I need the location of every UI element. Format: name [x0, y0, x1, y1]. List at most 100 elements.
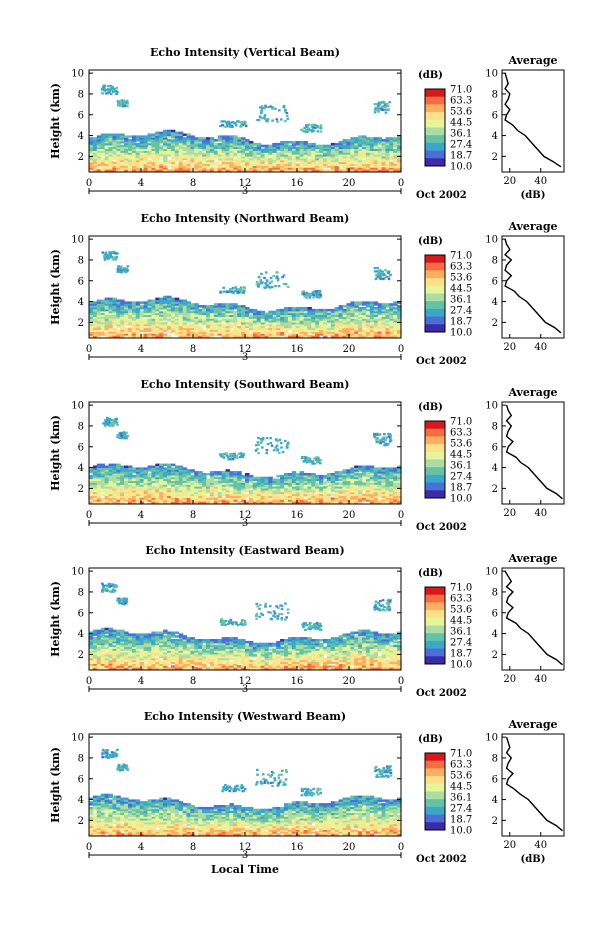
colorbar-swatch — [425, 150, 445, 159]
colorbar-tick-label: 18.7 — [450, 649, 472, 660]
average-x-label: (dB) — [521, 854, 546, 865]
heatmap-cells — [89, 582, 402, 670]
colorbar-swatch — [425, 768, 445, 777]
colorbar-swatch — [425, 633, 445, 642]
colorbar-swatch — [425, 451, 445, 460]
y-tick-label: 10 — [71, 69, 84, 80]
average-y-tick-label: 8 — [492, 753, 498, 764]
average-y-tick-label: 8 — [492, 421, 498, 432]
y-axis-label: Height (km) — [49, 581, 62, 657]
x-tick-label: 16 — [291, 842, 304, 853]
average-frame — [501, 235, 565, 339]
colorbar-swatch — [425, 814, 445, 823]
heatmap-cells — [89, 748, 402, 836]
y-tick-label: 4 — [78, 629, 84, 640]
x-tick-label: 0 — [398, 842, 404, 853]
y-axis-label: Height (km) — [49, 83, 62, 159]
day-marker: 3 — [242, 518, 248, 529]
heatmap-cells — [89, 416, 402, 504]
y-tick-label: 10 — [71, 235, 84, 246]
colorbar-swatch — [425, 278, 445, 287]
average-y-tick-label: 10 — [485, 235, 498, 246]
colorbar-swatch — [425, 459, 445, 468]
x-tick-label: 4 — [138, 178, 144, 189]
chart-title: Echo Intensity (Vertical Beam) — [150, 46, 340, 59]
x-tick-label: 4 — [138, 510, 144, 521]
colorbar-tick-label: 10.0 — [450, 494, 472, 505]
average-y-tick-label: 4 — [492, 297, 498, 308]
day-marker: 3 — [242, 850, 248, 861]
colorbar-swatch — [425, 436, 445, 445]
colorbar-swatch — [425, 89, 445, 98]
y-axis-label: Height (km) — [49, 747, 62, 823]
y-tick-label: 10 — [71, 567, 84, 578]
y-axis-label: Height (km) — [49, 249, 62, 325]
y-tick-label: 10 — [71, 401, 84, 412]
colorbar-swatch — [425, 142, 445, 152]
average-frame — [501, 567, 565, 671]
x-tick-label: 0 — [86, 842, 92, 853]
panel-2: Echo Intensity (Southward Beam) 2 4 6 8 10 Hei… — [49, 378, 565, 533]
colorbar-swatch — [425, 444, 445, 453]
y-axis-label: Height (km) — [49, 415, 62, 491]
colorbar-swatch — [425, 301, 445, 310]
colorbar-frame — [424, 752, 446, 831]
average-profile-line — [505, 736, 563, 832]
average-y-tick-label: 6 — [492, 442, 498, 453]
colorbar-tick-label: 18.7 — [450, 317, 472, 328]
y-tick-label: 2 — [78, 484, 84, 495]
x-tick-label: 20 — [343, 676, 356, 687]
colorbar-tick-label: 44.5 — [450, 782, 472, 793]
average-x-tick-label: 20 — [503, 840, 516, 851]
average-frame — [501, 69, 565, 173]
colorbar-swatch — [425, 119, 445, 128]
colorbar-swatch — [425, 602, 445, 611]
y-tick-label: 8 — [78, 421, 84, 432]
average-x-tick-label: 20 — [503, 508, 516, 519]
colorbar-tick-label: 10.0 — [450, 660, 472, 671]
average-y-tick-label: 8 — [492, 89, 498, 100]
date-label: Oct 2002 — [416, 522, 467, 533]
colorbar-tick-label: 18.7 — [450, 151, 472, 162]
y-tick-label: 6 — [78, 774, 84, 785]
average-title: Average — [507, 552, 557, 565]
colorbar-tick-label: 27.4 — [450, 472, 472, 483]
chart-title: Echo Intensity (Eastward Beam) — [145, 544, 344, 557]
average-x-tick-label: 20 — [503, 342, 516, 353]
colorbar-swatch — [425, 421, 445, 430]
y-tick-label: 6 — [78, 276, 84, 287]
colorbar-tick-label: 63.3 — [450, 428, 472, 439]
colorbar-unit: (dB) — [418, 402, 443, 413]
colorbar-tick-label: 53.6 — [450, 107, 472, 118]
y-tick-label: 2 — [78, 816, 84, 827]
average-y-tick-label: 2 — [492, 484, 498, 495]
colorbar-tick-label: 53.6 — [450, 771, 472, 782]
colorbar-swatch — [425, 617, 445, 626]
average-y-tick-label: 2 — [492, 152, 498, 163]
colorbar-tick-label: 36.1 — [450, 793, 472, 804]
average-title: Average — [507, 220, 557, 233]
colorbar-swatch — [425, 255, 445, 264]
colorbar-tick-label: 27.4 — [450, 140, 472, 151]
colorbar-tick-label: 63.3 — [450, 760, 472, 771]
x-tick-label: 8 — [190, 344, 196, 355]
colorbar-tick-label: 53.6 — [450, 439, 472, 450]
colorbar-swatch — [425, 783, 445, 792]
x-tick-label: 12 — [239, 344, 252, 355]
x-tick-label: 0 — [86, 676, 92, 687]
colorbar-tick-label: 27.4 — [450, 306, 472, 317]
average-y-tick-label: 10 — [485, 401, 498, 412]
colorbar-unit: (dB) — [418, 70, 443, 81]
x-tick-label: 16 — [291, 344, 304, 355]
colorbar-frame — [424, 88, 446, 167]
y-tick-label: 4 — [78, 795, 84, 806]
y-tick-label: 6 — [78, 608, 84, 619]
average-y-tick-label: 10 — [485, 69, 498, 80]
x-tick-label: 8 — [190, 676, 196, 687]
colorbar-swatch — [425, 104, 445, 113]
average-x-tick-label: 40 — [534, 342, 547, 353]
x-tick-label: 16 — [291, 676, 304, 687]
colorbar-tick-label: 63.3 — [450, 262, 472, 273]
average-x-tick-label: 40 — [534, 674, 547, 685]
